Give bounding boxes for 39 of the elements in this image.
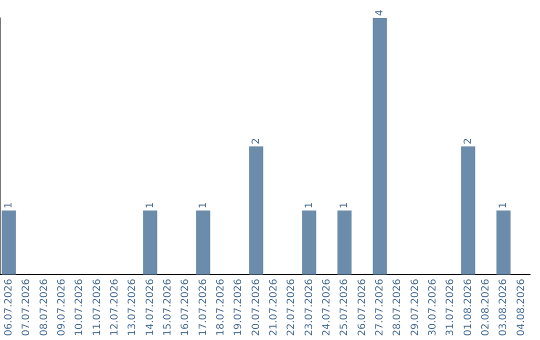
- x-tick-label: 30.07.2026: [427, 278, 438, 336]
- x-tick-label: 13.07.2026: [127, 278, 138, 336]
- data-label: 1: [304, 202, 315, 209]
- x-tick-label: 28.07.2026: [392, 278, 404, 336]
- x-tick-label: 16.07.2026: [180, 278, 192, 336]
- x-tick-label: 27.07.2026: [374, 278, 386, 336]
- x-tick-label: 21.07.2026: [268, 278, 280, 336]
- x-tick-label: 03.08.2026: [498, 278, 510, 336]
- data-label: 1: [498, 202, 510, 209]
- data-label: 2: [462, 138, 474, 144]
- x-tick-label: 14.07.2026: [144, 278, 156, 336]
- x-tick-label: 26.07.2026: [356, 278, 368, 336]
- x-tick-label: 17.07.2026: [198, 278, 209, 336]
- x-tick-label: 22.07.2026: [286, 278, 298, 336]
- x-tick-label: 19.07.2026: [233, 278, 244, 336]
- x-tick-label: 01.08.2026: [462, 278, 474, 336]
- x-tick-label: 08.07.2026: [38, 278, 50, 336]
- x-tick-label: 18.07.2026: [215, 278, 226, 336]
- data-label: 2: [250, 138, 262, 144]
- x-tick-label: 31.07.2026: [445, 278, 456, 336]
- x-tick-label: 23.07.2026: [304, 278, 315, 336]
- x-tick-label: 29.07.2026: [410, 278, 421, 336]
- x-tick-label: 07.07.2026: [21, 278, 32, 336]
- data-label: 1: [339, 202, 350, 209]
- data-label: 1: [144, 202, 156, 209]
- x-tick-label: 15.07.2026: [162, 278, 174, 336]
- x-tick-label: 10.07.2026: [74, 278, 86, 336]
- x-tick-label: 20.07.2026: [250, 278, 262, 336]
- x-tick-label: 04.08.2026: [516, 278, 527, 336]
- data-label: 1: [3, 202, 14, 209]
- x-tick-label: 06.07.2026: [3, 278, 14, 336]
- x-tick-label: 09.07.2026: [56, 278, 68, 336]
- x-tick-label: 12.07.2026: [109, 278, 120, 336]
- x-tick-label: 02.08.2026: [480, 278, 492, 336]
- x-tick-label: 24.07.2026: [321, 278, 332, 336]
- data-label: 4: [374, 10, 386, 16]
- x-tick-label: 11.07.2026: [92, 278, 103, 336]
- x-tick-label: 25.07.2026: [339, 278, 350, 336]
- data-label: 1: [198, 202, 209, 209]
